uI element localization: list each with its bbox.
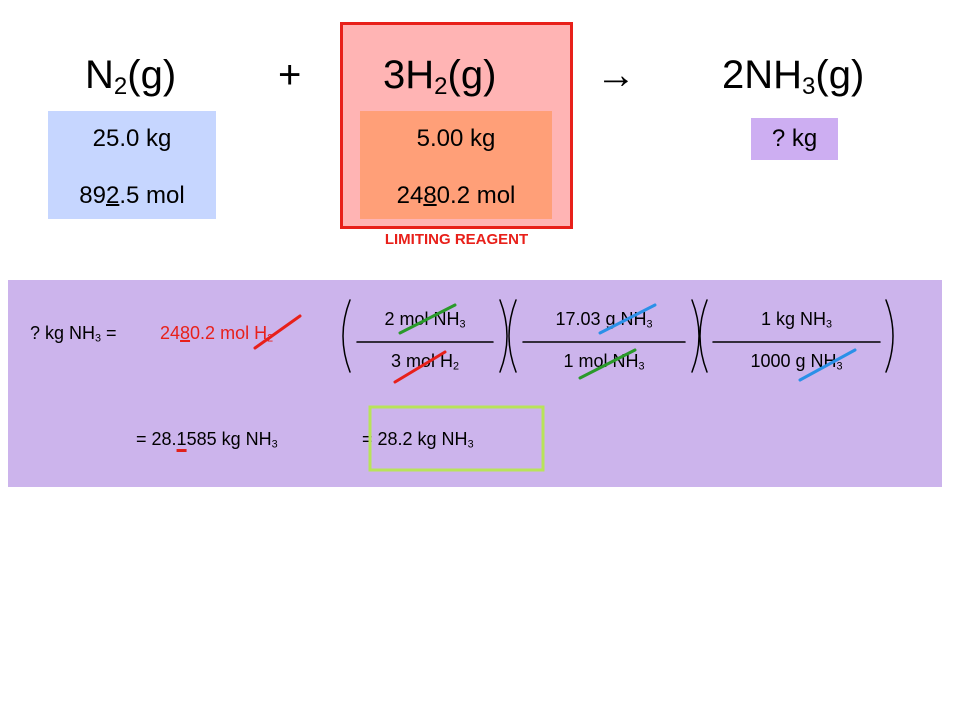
n2-moles: 892.5 mol	[48, 182, 216, 210]
calc-result: = 28.1585 kg NH3	[136, 428, 278, 450]
factor-numerator: 1 kg NH3	[713, 308, 880, 330]
text: 0.2 mol H	[190, 323, 268, 343]
plus: +	[278, 53, 302, 97]
subscript: 3	[459, 318, 466, 331]
n2-mass: 25.0 kg	[92, 125, 172, 152]
factor-denominator: 1 mol NH3	[523, 350, 685, 372]
calc-final: = 28.2 kg NH3	[362, 428, 474, 450]
text: 0.2 mol	[436, 182, 516, 209]
text: = 28.	[136, 429, 177, 449]
factor-numerator: 17.03 g NH3	[523, 308, 685, 330]
text: (g)	[127, 53, 177, 97]
text: ? kg NH	[30, 323, 96, 343]
factor-numerator: 2 mol NH3	[357, 308, 493, 330]
sig-digit: 8	[423, 182, 437, 209]
subscript: 3	[646, 318, 653, 331]
subscript: 3	[271, 438, 278, 451]
reactant-1: N2(g)	[85, 50, 176, 100]
text: N	[85, 53, 114, 97]
subscript: 3	[826, 318, 833, 331]
text: 1000 g NH	[750, 351, 837, 371]
sig-digit: 2	[105, 182, 120, 209]
text: 89	[79, 182, 106, 209]
sig-digit: 1	[176, 429, 187, 449]
text: 24	[160, 323, 181, 343]
text: 2NH	[722, 53, 803, 97]
h2-box	[360, 111, 552, 219]
text: 3H	[383, 53, 435, 97]
factor-denominator: 1000 g NH3	[713, 350, 880, 372]
text: 3 mol H	[390, 351, 453, 371]
arrow: →	[596, 53, 636, 97]
subscript: 3	[836, 360, 843, 373]
text: 585 kg NH	[186, 429, 272, 449]
subscript: 3	[467, 438, 474, 451]
h2-moles: 2480.2 mol	[360, 182, 552, 210]
calc-lhs: ? kg NH3 =	[30, 322, 117, 344]
text: 1 mol NH	[563, 351, 639, 371]
text: = 28.2 kg NH	[362, 429, 468, 449]
product: 2NH3(g)	[722, 50, 864, 100]
text: .5 mol	[119, 182, 185, 209]
text: =	[101, 323, 117, 343]
text: 24	[396, 182, 424, 209]
subscript: 3	[802, 73, 816, 100]
subscript: 2	[434, 73, 448, 100]
nh3-mass: ? kg	[771, 125, 818, 152]
text: 1 kg NH	[760, 309, 826, 329]
text: 17.03 g NH	[555, 309, 647, 329]
reactant-2: 3H2(g)	[383, 50, 496, 100]
n2-box	[48, 111, 216, 219]
text: (g)	[815, 53, 865, 97]
calc-given: 2480.2 mol H2	[160, 322, 273, 344]
limiting-label: LIMITING REAGENT	[384, 231, 529, 248]
text: 2 mol NH	[384, 309, 460, 329]
subscript: 2	[267, 332, 274, 345]
subscript: 3	[638, 360, 645, 373]
subscript: 3	[95, 332, 102, 345]
factor-denominator: 3 mol H2	[357, 350, 493, 372]
subscript: 2	[453, 360, 460, 373]
h2-mass: 5.00 kg	[416, 125, 496, 152]
subscript: 2	[113, 73, 128, 100]
text: (g)	[447, 53, 497, 97]
sig-digit: 8	[180, 323, 191, 343]
nh3-box	[751, 118, 838, 160]
